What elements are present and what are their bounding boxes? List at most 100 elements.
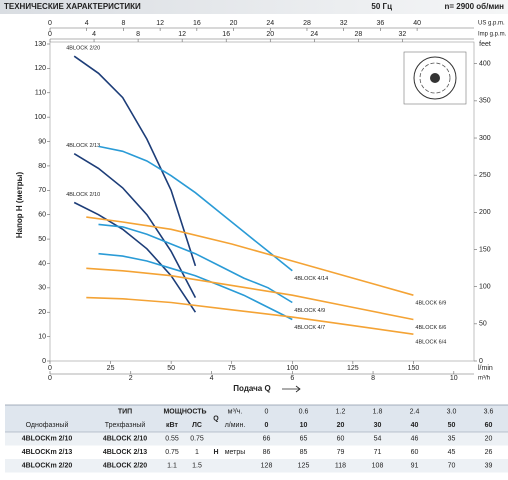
series-line	[73, 55, 197, 267]
y2-tick-label: 350	[479, 98, 491, 105]
table-cell: 86	[263, 449, 271, 456]
table-cell: Q	[213, 415, 219, 422]
y2-tick-label: 400	[479, 61, 491, 68]
y-tick-label: 60	[38, 212, 46, 219]
table-cell: Однофазный	[26, 421, 69, 429]
y-tick-label: 50	[38, 236, 46, 243]
series-line	[98, 223, 293, 304]
table-cell: 128	[261, 463, 273, 470]
extra-tick-label: 16	[222, 31, 230, 38]
y-tick-label: 70	[38, 187, 46, 194]
y-tick-label: 30	[38, 285, 46, 292]
table-cell: 70	[448, 463, 456, 470]
extra-tick-label: 0	[48, 375, 52, 382]
table-cell: м³/ч.	[228, 409, 243, 416]
extra-tick-label: 0	[48, 31, 52, 38]
table-cell: ТИП	[118, 409, 132, 416]
series-label: 4BLOCK 4/7	[294, 325, 325, 331]
y-tick-label: 0	[42, 358, 46, 365]
table-cell: 1	[195, 449, 199, 456]
x-tick-label: 0	[48, 365, 52, 372]
table-row-bg	[5, 432, 508, 446]
table-cell: 60	[337, 436, 345, 443]
x-tick-label: 125	[347, 365, 359, 372]
extra-axis-name: US g.p.m.	[478, 21, 505, 27]
y2-axis-label: feet	[479, 41, 491, 48]
table-cell: 35	[448, 436, 456, 443]
y-tick-label: 20	[38, 309, 46, 316]
series-label: 4BLOCK 2/20	[66, 46, 100, 52]
extra-tick-label: 4	[92, 31, 96, 38]
series-label: 4BLOCK 6/6	[415, 325, 446, 331]
series-label: 4BLOCK 6/4	[415, 340, 446, 346]
y-tick-label: 130	[34, 41, 46, 48]
series-line	[73, 201, 197, 313]
plot-frame	[49, 41, 475, 362]
y2-tick-label: 200	[479, 209, 491, 216]
y-tick-label: 40	[38, 260, 46, 267]
extra-tick-label: 0	[48, 20, 52, 27]
y2-tick-label: 0	[479, 358, 483, 365]
extra-tick-label: 12	[156, 20, 164, 27]
table-cell: 4BLOCKm 2/20	[22, 463, 73, 470]
table-cell: ЛС	[192, 422, 202, 429]
extra-tick-label: 6	[290, 375, 294, 382]
table-cell: H	[213, 449, 218, 456]
table-cell: 66	[263, 436, 271, 443]
table-cell: 0	[265, 422, 269, 429]
table-cell: 45	[448, 449, 456, 456]
series-line	[86, 267, 414, 321]
table-cell: 46	[411, 436, 419, 443]
title: ТЕХНИЧЕСКИЕ ХАРАКТЕРИСТИКИ	[4, 2, 141, 11]
extra-tick-label: 32	[399, 31, 407, 38]
extra-tick-label: 12	[178, 31, 186, 38]
table-cell: 0	[265, 409, 269, 416]
table-cell: 20	[337, 422, 345, 429]
y2-tick-label: 50	[479, 321, 487, 328]
table-cell: 3.0	[447, 409, 457, 416]
extra-axis-name: m³/h	[478, 376, 490, 382]
extra-tick-label: 16	[193, 20, 201, 27]
table-cell: кВт	[166, 422, 178, 429]
speed: n= 2900 об/мин	[444, 2, 504, 11]
table-cell: 54	[374, 436, 382, 443]
series-label: 4BLOCK 2/10	[66, 192, 100, 198]
table-cell: 71	[374, 449, 382, 456]
table-cell: 1.5	[192, 463, 202, 470]
extra-tick-label: 8	[371, 375, 375, 382]
table-row-bg	[5, 459, 508, 473]
table-cell: 30	[374, 422, 382, 429]
extra-tick-label: 24	[310, 31, 318, 38]
x-unit: l/min	[478, 365, 493, 372]
x-tick-label: 50	[167, 365, 175, 372]
frequency: 50 Гц	[371, 2, 392, 11]
extra-tick-label: 24	[266, 20, 274, 27]
extra-tick-label: 28	[354, 31, 362, 38]
y-tick-label: 110	[35, 90, 46, 97]
table-cell: 85	[300, 449, 308, 456]
extra-tick-label: 8	[121, 20, 125, 27]
table-cell: 0.6	[299, 409, 309, 416]
x-axis-arrow	[282, 385, 301, 393]
table-cell: 3.6	[484, 409, 494, 416]
table-cell: 4BLOCKm 2/10	[22, 436, 73, 443]
x-tick-label: 150	[408, 365, 420, 372]
extra-tick-label: 20	[266, 31, 274, 38]
x-tick-label: 25	[107, 365, 115, 372]
series-label: 4BLOCK 2/13	[66, 143, 100, 149]
y-axis-label: Напор H (метры)	[15, 172, 24, 239]
series-line	[86, 296, 414, 335]
table-cell: 4BLOCK 2/13	[103, 449, 147, 456]
table-cell: 0.55	[165, 436, 179, 443]
y-tick-label: 120	[34, 65, 46, 72]
table-cell: 40	[411, 422, 419, 429]
table-cell: МОЩНОСТЬ	[163, 409, 206, 416]
series-line	[98, 145, 293, 272]
y-tick-label: 100	[34, 114, 46, 121]
table-cell: 10	[300, 422, 308, 429]
header-bar	[0, 0, 508, 14]
y-tick-label: 90	[38, 138, 46, 145]
y-tick-label: 80	[38, 163, 46, 170]
table-cell: 4BLOCK 2/20	[103, 463, 147, 470]
